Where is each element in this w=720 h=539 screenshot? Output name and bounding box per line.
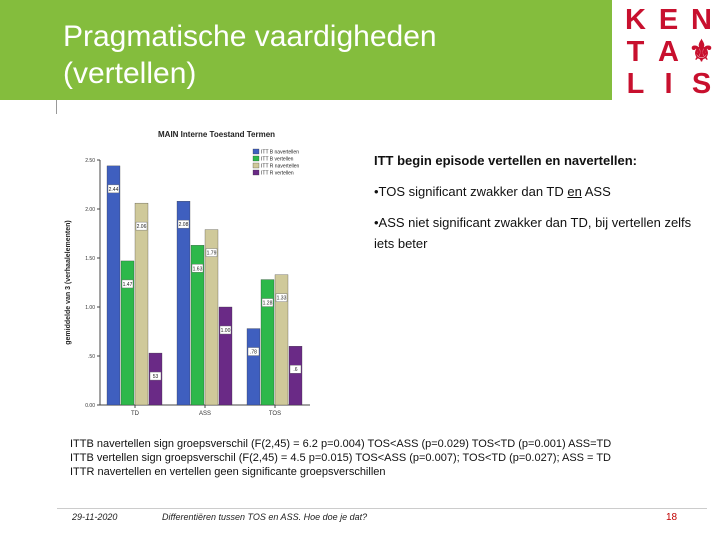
y-tick-label: 1.00 (85, 305, 95, 311)
data-label: 2.08 (179, 222, 189, 228)
statistics-notes: ITTB navertellen sign groepsverschil (F(… (70, 437, 710, 479)
data-label-box (177, 219, 190, 229)
logo-letter: L (626, 68, 645, 100)
bar (218, 306, 233, 406)
logo-letter: T (626, 36, 645, 68)
summary-bullet-1: •TOS significant zwakker dan TD en ASS (374, 181, 704, 202)
data-label-box (135, 221, 148, 231)
logo-letter: E (658, 4, 679, 36)
data-label: 53 (153, 374, 159, 380)
bullet-1-underlined: en (567, 184, 582, 199)
data-label-box (247, 347, 260, 356)
data-label-box (275, 293, 288, 302)
title-line-1: Pragmatische vaardigheden (63, 20, 437, 53)
logo-background (612, 0, 720, 100)
stats-line-3: ITTR navertellen en vertellen geen signi… (70, 466, 386, 478)
summary-bullet-2: •ASS niet significant zwakker dan TD, bi… (374, 215, 692, 251)
data-label: .6 (293, 367, 297, 373)
data-label-box (289, 364, 302, 374)
data-label: 1.28 (263, 301, 273, 307)
logo-letter: N (691, 4, 712, 36)
data-label-box (219, 325, 232, 335)
x-tick-label: TD (131, 411, 140, 417)
logo-letter: A (658, 36, 679, 68)
bar (204, 229, 219, 406)
page-number: 18 (666, 512, 678, 523)
bar (120, 260, 135, 406)
data-label-box (107, 184, 120, 194)
y-tick-label: 2.50 (85, 158, 95, 164)
bar (176, 201, 191, 406)
bar (106, 165, 121, 406)
x-tick-label: TOS (269, 411, 281, 417)
y-tick-label: 1.50 (85, 256, 95, 262)
data-label: 2.06 (137, 224, 147, 230)
data-label-box (261, 298, 274, 307)
kentalis-logo: K E N T A ⚜ L I S (619, 4, 719, 100)
data-label-box (191, 264, 204, 273)
data-label: 1.00 (221, 328, 231, 334)
legend-swatch (252, 155, 260, 162)
data-label: 1.33 (277, 296, 287, 302)
logo-crown-icon: ⚜ (688, 36, 715, 68)
legend-swatch (252, 169, 260, 176)
bar (134, 202, 149, 406)
y-tick-label: 2.00 (85, 207, 95, 213)
chart-svg: 0.00 .50 1.00 1.50 2.00 2.50 gemiddelde van 3 … (65, 148, 310, 417)
stats-line-1: ITTB navertellen sign groepsverschil (F(… (70, 438, 612, 450)
bar (288, 346, 303, 406)
y-axis-label: gemiddelde van 3 (verhaalelementen) (65, 220, 72, 345)
bar-chart: MAIN Interne Toestand Termen 0.00 .50 1.00… (60, 125, 315, 425)
legend-label: ITT B vertellen (261, 157, 294, 163)
footer-subject: Differentiëren tussen TOS en ASS. Hoe do… (162, 512, 368, 522)
y-tick-label: .50 (88, 354, 95, 360)
footer-date: 29-11-2020 (72, 512, 118, 522)
logo-letter: S (691, 68, 712, 100)
legend-swatch (252, 162, 260, 169)
data-label: 1.63 (193, 266, 203, 272)
bar (260, 279, 275, 406)
data-label: .78 (250, 350, 257, 356)
slide-title: Pragmatische vaardigheden (vertellen) (63, 18, 437, 92)
title-line-2: (vertellen) (63, 57, 197, 90)
x-tick-label: ASS (199, 411, 211, 417)
y-tick-label: 0.00 (85, 403, 95, 409)
bullet-1-end: ASS (581, 184, 611, 199)
summary-heading: ITT begin episode vertellen en navertell… (374, 153, 637, 168)
data-label: 1.47 (123, 282, 133, 288)
footer-rule (57, 508, 707, 509)
legend-label: ITT R navertellen (261, 164, 299, 170)
legend-label: ITT B navertellen (261, 150, 299, 156)
bar (246, 328, 261, 406)
data-label: 2.44 (109, 187, 119, 193)
bullet-1-text: •TOS significant zwakker dan TD (374, 184, 568, 199)
bar (190, 245, 205, 406)
legend-swatch (252, 148, 260, 155)
legend-label: ITT R vertellen (261, 171, 294, 177)
slide-header (0, 0, 720, 100)
data-label-box (149, 371, 162, 381)
chart-title: MAIN Interne Toestand Termen (158, 130, 276, 139)
logo-letter: I (664, 68, 673, 100)
bar (274, 274, 289, 406)
divider-line (56, 100, 57, 114)
data-label: 1.79 (207, 251, 217, 257)
data-label-box (205, 248, 218, 257)
logo-letter: K (625, 4, 646, 36)
summary-text: ITT begin episode vertellen en navertell… (374, 150, 704, 264)
stats-line-2: ITTB vertellen sign groepsverschil (F(2,… (70, 452, 612, 464)
data-label-box (121, 279, 134, 289)
